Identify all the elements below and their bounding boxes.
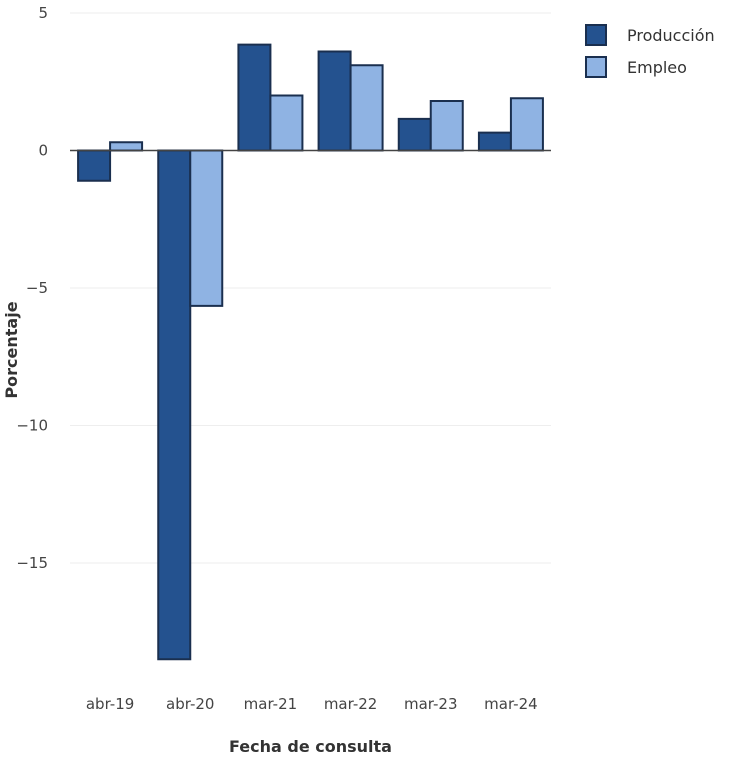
x-axis-title: Fecha de consulta [229, 737, 392, 756]
y-tick-label: −10 [16, 417, 48, 435]
x-tick-label: mar-24 [484, 695, 538, 713]
y-tick-label: 0 [38, 142, 48, 160]
legend-label: Producción [627, 26, 715, 45]
gridlines [70, 12, 551, 564]
bar-produccion-abr-19 [77, 149, 112, 182]
bar-empleo-abr-19 [109, 141, 144, 152]
bar-empleo-mar-22 [349, 64, 384, 152]
bar-produccion-mar-24 [477, 131, 512, 152]
bar-empleo-mar-21 [269, 94, 304, 152]
x-tick-label: mar-23 [404, 695, 458, 713]
x-tick-label: abr-20 [166, 695, 214, 713]
x-axis-ticks: abr-19 abr-20 mar-21 mar-22 mar-23 mar-24 [86, 695, 538, 713]
bars [77, 43, 544, 661]
x-tick-label: mar-22 [324, 695, 378, 713]
legend-swatch [585, 56, 607, 78]
bar-produccion-mar-21 [237, 43, 272, 152]
bar-empleo-mar-23 [429, 100, 464, 152]
y-tick-label: 5 [38, 4, 48, 22]
y-axis-title: Porcentaje [2, 301, 21, 398]
y-tick-label: −5 [26, 279, 48, 297]
x-tick-label: mar-21 [244, 695, 298, 713]
bar-empleo-abr-20 [189, 149, 224, 307]
bar-produccion-abr-20 [157, 149, 192, 661]
legend-swatch [585, 24, 607, 46]
x-tick-label: abr-19 [86, 695, 134, 713]
y-axis-ticks: 5 0 −5 −10 −15 [16, 4, 48, 572]
legend: Producción Empleo [585, 24, 715, 78]
bar-produccion-mar-22 [317, 50, 352, 152]
legend-label: Empleo [627, 58, 687, 77]
bar-produccion-mar-23 [397, 117, 432, 152]
y-tick-label: −15 [16, 554, 48, 572]
bar-empleo-mar-24 [509, 97, 544, 152]
